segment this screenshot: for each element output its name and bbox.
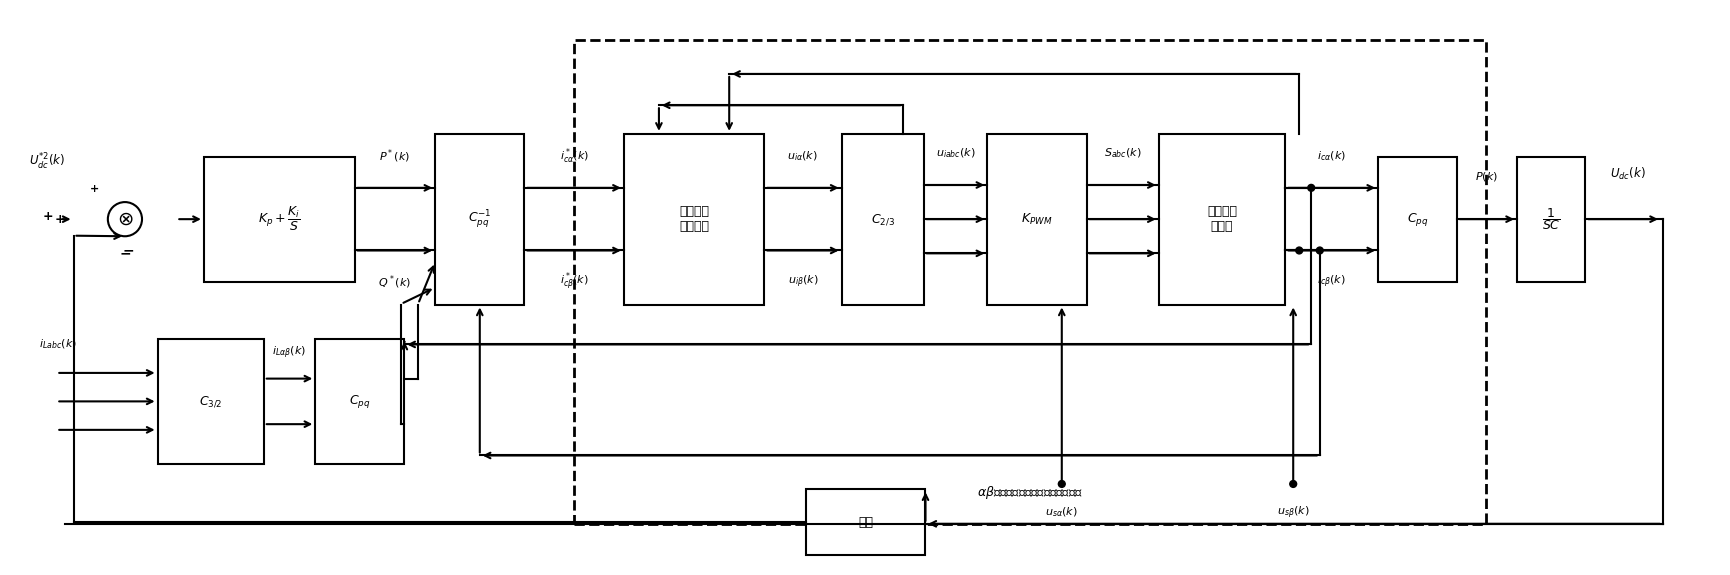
Bar: [841, 134, 924, 305]
Text: $\otimes$: $\otimes$: [116, 210, 133, 229]
Bar: [986, 134, 1086, 305]
Circle shape: [1308, 185, 1313, 191]
Bar: [157, 339, 263, 464]
Text: $i^*_{c\alpha}(k)$: $i^*_{c\alpha}(k)$: [559, 147, 588, 166]
Text: $C^{-1}_{pq}$: $C^{-1}_{pq}$: [467, 208, 491, 230]
Text: $C_{pq}$: $C_{pq}$: [1406, 210, 1427, 228]
Circle shape: [1296, 247, 1303, 254]
Text: $C_{3/2}$: $C_{3/2}$: [199, 394, 221, 409]
Text: $C_{pq}$: $C_{pq}$: [349, 393, 370, 410]
Text: $i_{c\alpha}(k)$: $i_{c\alpha}(k)$: [1317, 150, 1346, 163]
Text: $Q^*(k)$: $Q^*(k)$: [379, 273, 412, 290]
Text: $i^*_{c\beta}(k)$: $i^*_{c\beta}(k)$: [559, 271, 588, 293]
Circle shape: [1315, 247, 1322, 254]
Text: $u_{i\alpha}(k)$: $u_{i\alpha}(k)$: [787, 150, 818, 163]
Text: +: +: [43, 210, 54, 223]
Text: 平方: 平方: [858, 516, 872, 528]
Text: $\dfrac{1}{SC}$: $\dfrac{1}{SC}$: [1541, 206, 1560, 232]
Text: $K_p+\dfrac{K_i}{S}$: $K_p+\dfrac{K_i}{S}$: [258, 205, 301, 233]
Text: $\alpha\beta$坐标系下的无差拍电流控制系统: $\alpha\beta$坐标系下的无差拍电流控制系统: [976, 484, 1083, 501]
Text: $u_{iabc}(k)$: $u_{iabc}(k)$: [936, 147, 974, 160]
Bar: [1377, 156, 1457, 282]
Text: $i_{Labc}(k)$: $i_{Labc}(k)$: [40, 338, 78, 351]
Bar: [1157, 134, 1285, 305]
Bar: [434, 134, 524, 305]
Text: $K_{PWM}$: $K_{PWM}$: [1021, 212, 1052, 227]
Bar: [574, 40, 1486, 524]
Text: $C_{2/3}$: $C_{2/3}$: [870, 212, 894, 227]
Text: $S_{abc}(k)$: $S_{abc}(k)$: [1104, 147, 1140, 160]
Text: $U_{dc}(k)$: $U_{dc}(k)$: [1609, 166, 1645, 182]
Bar: [204, 156, 355, 282]
Bar: [623, 134, 765, 305]
Circle shape: [1289, 481, 1296, 488]
Text: $P^*(k)$: $P^*(k)$: [379, 148, 410, 166]
Bar: [804, 489, 926, 555]
Bar: [315, 339, 405, 464]
Text: 无差拍电
流控制器: 无差拍电 流控制器: [678, 205, 709, 233]
Text: 静止无功
补偿器: 静止无功 补偿器: [1206, 205, 1237, 233]
Bar: [1515, 156, 1585, 282]
Text: $i_{L\alpha\beta}(k)$: $i_{L\alpha\beta}(k)$: [272, 345, 306, 361]
Circle shape: [1057, 481, 1064, 488]
Text: $u_{s\alpha}(k)$: $u_{s\alpha}(k)$: [1045, 505, 1078, 519]
Text: −: −: [119, 247, 131, 260]
Text: −: −: [123, 243, 135, 258]
Text: +: +: [90, 183, 99, 194]
Text: $P(k)$: $P(k)$: [1474, 170, 1498, 183]
Text: $U^{*2}_{dc}(k)$: $U^{*2}_{dc}(k)$: [29, 152, 66, 172]
Text: $u_{i\beta}(k)$: $u_{i\beta}(k)$: [787, 274, 818, 290]
Text: +: +: [54, 213, 66, 225]
Text: $i_{c\beta}(k)$: $i_{c\beta}(k)$: [1317, 274, 1346, 290]
Text: $u_{s\beta}(k)$: $u_{s\beta}(k)$: [1277, 504, 1310, 520]
